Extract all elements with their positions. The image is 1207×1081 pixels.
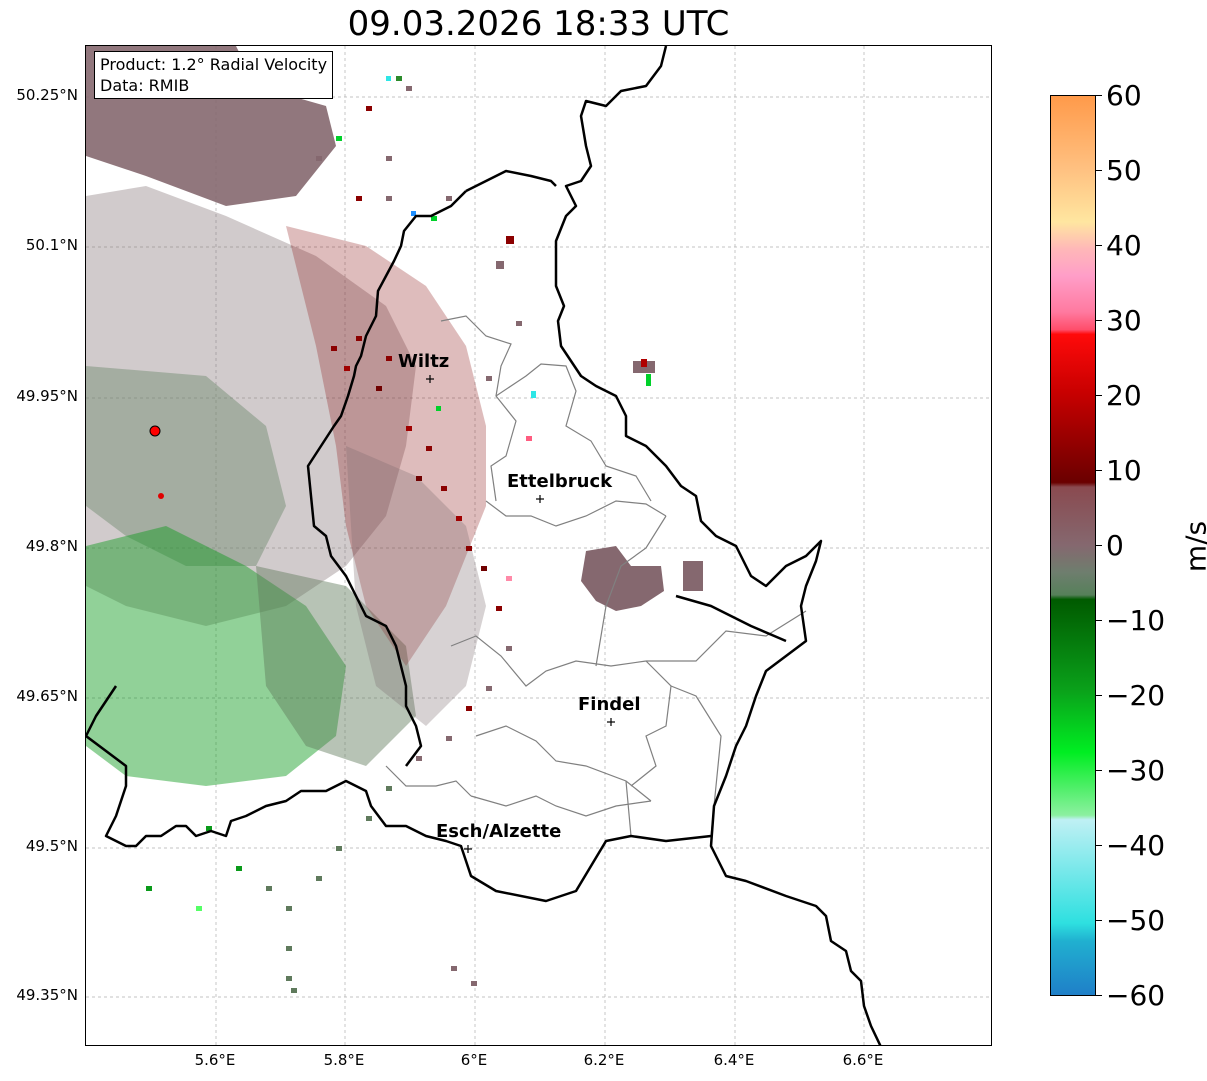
colorbar-tick-label: −10	[1106, 604, 1166, 637]
colorbar-tick-label: −20	[1106, 679, 1166, 712]
lat-tick-label: 49.35°N	[16, 986, 78, 1004]
colorbar-unit-label: m/s	[1179, 520, 1207, 573]
lat-tick-label: 50.1°N	[25, 236, 78, 254]
colorbar-tick	[1096, 545, 1102, 546]
lon-tick-label: 6.4°E	[713, 1051, 755, 1069]
lat-tick-label: 49.65°N	[16, 687, 78, 705]
lon-tick-label: 5.8°E	[323, 1051, 365, 1069]
velocity-colorbar	[1050, 95, 1096, 996]
colorbar-tick	[1096, 470, 1102, 471]
canton-borders	[385, 315, 807, 837]
radar-echoes	[86, 46, 703, 786]
lat-tick-label: 49.8°N	[25, 537, 78, 555]
colorbar-tick	[1096, 845, 1102, 846]
country-borders	[86, 46, 882, 1045]
colorbar-tick	[1096, 920, 1102, 921]
colorbar-tick-label: 40	[1106, 229, 1142, 262]
colorbar-tick	[1096, 995, 1102, 996]
colorbar-tick	[1096, 170, 1102, 171]
lat-tick-label: 49.5°N	[25, 837, 78, 855]
city-label-wiltz: Wiltz	[398, 351, 450, 372]
lon-tick-label: 6°E	[460, 1051, 488, 1069]
colorbar-tick	[1096, 320, 1102, 321]
colorbar-tick-label: −30	[1106, 754, 1166, 787]
product-label: Product: 1.2° Radial Velocity	[100, 55, 328, 74]
map-panel[interactable]	[85, 45, 992, 1046]
city-markers	[426, 375, 615, 853]
lon-tick-label: 5.6°E	[194, 1051, 236, 1069]
colorbar-tick-label: 20	[1106, 379, 1142, 412]
colorbar-tick-label: 10	[1106, 454, 1142, 487]
data-source-label: Data: RMIB	[100, 76, 190, 95]
colorbar-tick	[1096, 395, 1102, 396]
map-canvas	[86, 46, 991, 1045]
product-info-box: Product: 1.2° Radial Velocity Data: RMIB	[94, 51, 334, 99]
lon-tick-label: 6.2°E	[583, 1051, 625, 1069]
city-label-findel: Findel	[578, 694, 641, 715]
city-label-ettelbruck: Ettelbruck	[507, 471, 613, 492]
map-title: 09.03.2026 18:33 UTC	[347, 4, 730, 44]
lon-tick-label: 6.6°E	[842, 1051, 884, 1069]
radar-speckles	[146, 76, 536, 993]
city-label-esch-alzette: Esch/Alzette	[436, 821, 562, 842]
colorbar-tick-label: 30	[1106, 304, 1142, 337]
colorbar-tick-label: 50	[1106, 154, 1142, 187]
colorbar-tick-label: −40	[1106, 829, 1166, 862]
colorbar-tick	[1096, 95, 1102, 96]
colorbar-tick-label: 0	[1106, 529, 1124, 562]
radar-site-marker	[149, 425, 164, 499]
lat-tick-label: 50.25°N	[16, 86, 78, 104]
colorbar-tick-label: −50	[1106, 904, 1166, 937]
colorbar-tick	[1096, 245, 1102, 246]
lat-tick-label: 49.95°N	[16, 387, 78, 405]
colorbar-tick-label: −60	[1106, 979, 1166, 1012]
colorbar-tick	[1096, 695, 1102, 696]
colorbar-tick	[1096, 770, 1102, 771]
colorbar-tick	[1096, 620, 1102, 621]
colorbar-tick-label: 60	[1106, 79, 1142, 112]
